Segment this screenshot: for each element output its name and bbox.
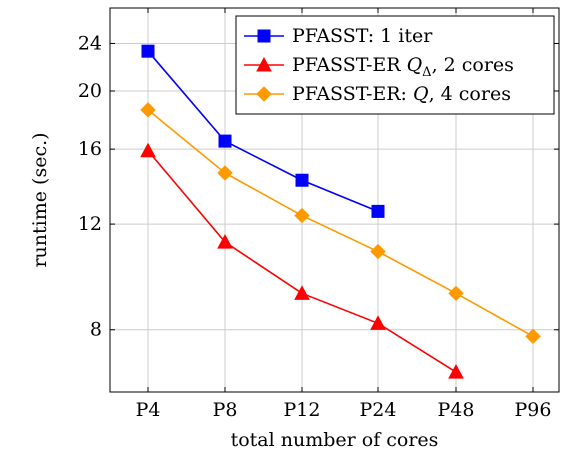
data-point-triangle (448, 364, 464, 379)
data-point-diamond (140, 102, 156, 118)
x-tick-label: P8 (213, 399, 238, 421)
series-line (147, 50, 379, 213)
data-point-square (257, 29, 271, 43)
data-point-square (141, 44, 155, 58)
legend-label: PFASST-ER: Q, 4 cores (292, 83, 511, 105)
legend-item: PFASST-ER: Q, 4 cores (244, 83, 511, 105)
y-tick-label: 16 (78, 138, 102, 160)
data-point-square (218, 134, 232, 148)
legend-item: PFASST: 1 iter (244, 25, 433, 47)
data-point-diamond (294, 207, 310, 224)
y-tick-label: 8 (90, 319, 102, 341)
data-point-diamond (525, 328, 541, 345)
series (140, 102, 541, 345)
x-tick-label: P24 (360, 399, 397, 421)
series-group (140, 44, 541, 379)
data-point-triangle (256, 56, 272, 72)
data-point-triangle (140, 142, 156, 158)
plot-area-frame (109, 7, 560, 393)
legend-label: PFASST-ER QΔ, 2 cores (292, 54, 514, 80)
x-axis-title: total number of cores (231, 429, 439, 451)
legend-box (235, 15, 555, 115)
data-point-square (295, 173, 309, 187)
legend-item: PFASST-ER QΔ, 2 cores (244, 54, 514, 80)
data-point-diamond (217, 165, 233, 181)
series-line (147, 109, 534, 338)
x-tick-label: P48 (438, 399, 475, 421)
axis-ticks: P4 P8 P12 P24 P48 P96 8 12 16 20 24 (78, 8, 559, 421)
x-tick-label: P4 (136, 399, 161, 421)
series (140, 142, 464, 379)
data-point-triangle (370, 315, 386, 330)
y-tick-label: 12 (78, 213, 102, 235)
data-point-triangle (217, 234, 233, 249)
legend-label: PFASST: 1 iter (292, 25, 433, 47)
data-point-diamond (370, 243, 386, 260)
data-point-triangle (294, 285, 310, 300)
data-point-square (371, 204, 385, 218)
data-point-diamond (256, 86, 272, 102)
y-tick-label: 24 (78, 32, 102, 54)
data-point-diamond (448, 285, 464, 302)
series (141, 44, 385, 218)
y-axis-title: runtime (sec.) (29, 132, 51, 267)
x-tick-label: P96 (515, 399, 552, 421)
legend: PFASST: 1 iter PFASST-ER QΔ, 2 cores PFASS… (235, 15, 555, 115)
y-tick-label: 20 (78, 80, 102, 102)
x-tick-label: P12 (284, 399, 321, 421)
